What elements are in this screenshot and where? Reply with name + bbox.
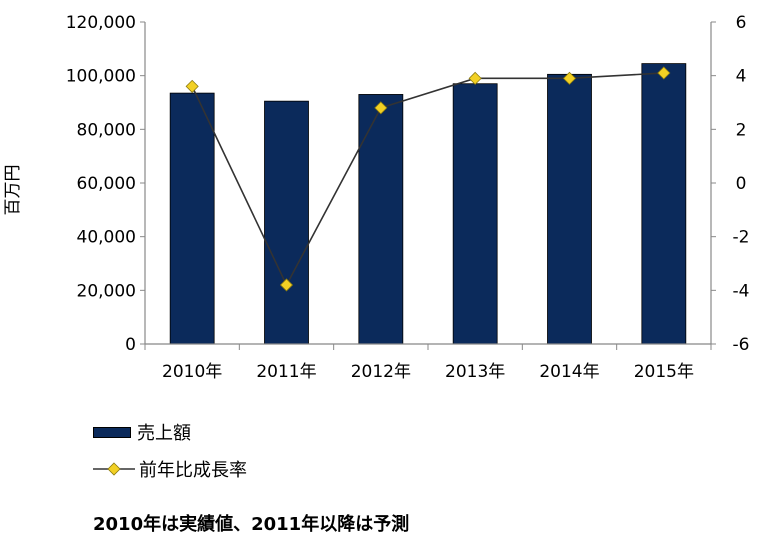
bar bbox=[452, 83, 498, 345]
growth-line bbox=[191, 72, 664, 287]
legend-item-sales: 売上額 bbox=[93, 419, 191, 445]
x-tick-label: 2015年 bbox=[634, 362, 694, 382]
y2-tick-label: 0 bbox=[736, 174, 747, 194]
legend-label-growth: 前年比成長率 bbox=[139, 460, 247, 481]
growth-point bbox=[185, 79, 199, 93]
x-tick-label: 2010年 bbox=[162, 362, 222, 382]
y2-tick-label: -2 bbox=[733, 228, 750, 248]
growth-point bbox=[468, 71, 482, 85]
y2-tick-label: 2 bbox=[736, 120, 747, 140]
y-axis-label: 百万円 bbox=[3, 165, 23, 216]
y-tick-label: 80,000 bbox=[77, 120, 136, 140]
growth-point bbox=[374, 101, 388, 115]
x-tick-label: 2011年 bbox=[256, 362, 316, 382]
y2-tick-label: -4 bbox=[733, 281, 750, 301]
y-tick-label: 20,000 bbox=[77, 281, 136, 301]
footnote: 2010年は実績値、2011年以降は予測 bbox=[93, 514, 410, 535]
legend-label-sales: 売上額 bbox=[137, 423, 191, 444]
y-tick-label: 40,000 bbox=[77, 228, 136, 248]
y-tick-label: 120,000 bbox=[66, 13, 136, 33]
y-tick-label: 100,000 bbox=[66, 67, 136, 87]
x-tick-label: 2014年 bbox=[539, 362, 599, 382]
growth-point bbox=[279, 278, 294, 292]
legend-bar-swatch bbox=[93, 426, 131, 438]
bar bbox=[358, 94, 404, 345]
y2-tick-label: -6 bbox=[733, 335, 750, 355]
y-tick-label: 60,000 bbox=[77, 174, 136, 194]
bar bbox=[264, 100, 309, 345]
legend-item-growth: 前年比成長率 bbox=[93, 456, 247, 482]
x-tick-label: 2012年 bbox=[351, 362, 411, 382]
legend-line-swatch bbox=[93, 462, 135, 476]
bar bbox=[547, 73, 592, 345]
x-tick-label: 2013年 bbox=[445, 362, 505, 382]
y2-tick-label: 4 bbox=[736, 67, 747, 87]
y-tick-label: 0 bbox=[125, 335, 136, 355]
growth-point bbox=[657, 66, 671, 80]
y2-tick-label: 6 bbox=[736, 13, 747, 33]
growth-point bbox=[562, 71, 577, 85]
bar bbox=[641, 63, 687, 345]
plot-area: 0 20,000 40,000 60,000 80,000 100,000 120,000 -… bbox=[66, 13, 750, 382]
chart: 百万円 0 20,000 40,000 60,000 80,000 100,000 120,… bbox=[3, 13, 750, 382]
bar bbox=[169, 92, 215, 345]
